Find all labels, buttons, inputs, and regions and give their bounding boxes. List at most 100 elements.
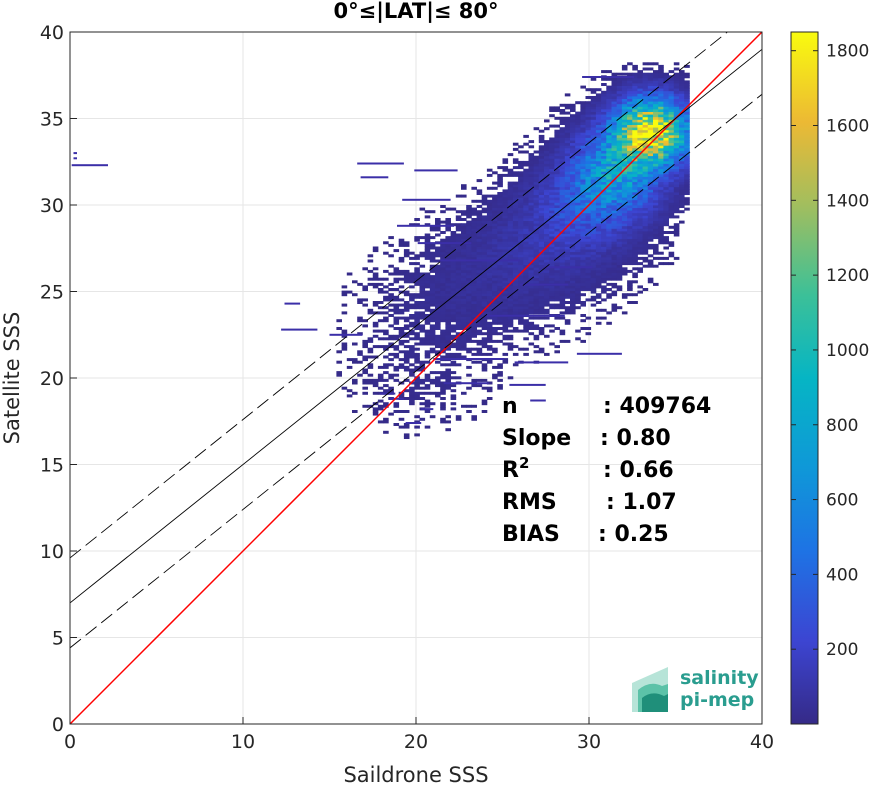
density-bin xyxy=(528,212,535,216)
density-bin xyxy=(414,347,420,351)
density-bin xyxy=(642,119,649,123)
density-bin xyxy=(476,212,483,216)
density-bin xyxy=(642,236,649,240)
density-bin xyxy=(590,90,597,94)
density-bin xyxy=(403,272,410,276)
density-bin xyxy=(637,103,643,107)
density-bin xyxy=(497,277,503,281)
density-bin xyxy=(461,210,467,214)
density-bin xyxy=(595,295,602,299)
density-bin xyxy=(590,275,597,279)
density-bin xyxy=(658,184,664,188)
density-bin xyxy=(575,181,581,185)
density-bin xyxy=(424,373,431,377)
density-bin xyxy=(684,85,690,89)
density-bin xyxy=(647,194,654,198)
density-bin xyxy=(658,160,664,164)
density-bin xyxy=(492,228,498,232)
density-bin xyxy=(658,96,664,99)
density-bin xyxy=(544,153,550,157)
density-bin xyxy=(486,186,493,190)
density-bin xyxy=(580,225,586,229)
density-bin xyxy=(512,186,519,190)
density-bin xyxy=(580,147,586,151)
density-bin xyxy=(570,238,576,242)
density-bin xyxy=(559,111,566,115)
density-bin xyxy=(632,101,638,105)
density-bin xyxy=(564,207,571,211)
density-bin xyxy=(445,249,451,253)
density-bin xyxy=(559,103,566,107)
density-bin xyxy=(642,72,649,76)
density-bin xyxy=(549,155,555,159)
density-bin xyxy=(518,197,524,201)
density-bin xyxy=(627,223,633,227)
density-bin xyxy=(538,160,545,164)
density-bin xyxy=(388,295,394,299)
density-bin xyxy=(440,308,446,312)
density-bin xyxy=(471,298,477,302)
density-bin xyxy=(502,249,509,253)
density-bin xyxy=(679,109,685,112)
density-bin xyxy=(668,202,675,206)
density-bin xyxy=(435,295,441,299)
density-bin xyxy=(538,155,545,159)
density-bin xyxy=(403,324,410,328)
density-bin xyxy=(538,153,545,157)
density-bin xyxy=(658,80,664,84)
density-bin xyxy=(523,347,529,351)
density-bin xyxy=(590,246,597,250)
density-bin xyxy=(606,259,612,263)
density-bin xyxy=(621,67,628,71)
density-bin xyxy=(383,298,389,302)
y-tick-label: 35 xyxy=(40,109,64,131)
density-bin xyxy=(559,212,566,216)
density-bin xyxy=(424,402,431,406)
density-bin xyxy=(502,267,509,271)
density-bin xyxy=(684,173,690,177)
density-bin xyxy=(684,171,690,175)
density-bin xyxy=(393,298,400,302)
density-bin xyxy=(611,142,618,146)
density-bin xyxy=(367,365,374,369)
density-bin xyxy=(632,140,638,144)
density-bin xyxy=(637,70,643,74)
density-bin xyxy=(481,363,488,367)
density-bin xyxy=(554,192,560,195)
density-bin xyxy=(668,176,675,180)
density-bin xyxy=(372,272,379,276)
density-bin xyxy=(559,301,566,304)
density-bin xyxy=(616,145,623,149)
density-bin xyxy=(559,184,566,188)
density-bin xyxy=(549,197,555,201)
density-bin xyxy=(668,189,675,193)
y-tick-label: 5 xyxy=(52,628,64,650)
density-bin xyxy=(445,295,451,299)
density-bin xyxy=(590,132,597,136)
density-bin xyxy=(637,199,643,203)
density-bin xyxy=(461,342,467,346)
density-bin xyxy=(538,288,545,291)
density-bin xyxy=(606,101,612,105)
density-bin xyxy=(507,256,514,260)
density-bin xyxy=(611,249,618,253)
density-bin xyxy=(554,254,560,258)
density-bin xyxy=(523,186,529,190)
density-bin xyxy=(564,254,571,258)
density-bin xyxy=(632,163,638,167)
density-bin xyxy=(616,249,623,253)
density-bin xyxy=(461,308,467,312)
density-bin xyxy=(544,166,550,170)
density-bin xyxy=(367,350,374,354)
density-bin xyxy=(658,93,664,97)
density-bin xyxy=(632,293,638,297)
density-bin xyxy=(533,179,540,183)
density-bin xyxy=(668,80,675,84)
density-bin xyxy=(611,160,618,164)
density-bin xyxy=(481,285,488,289)
density-bin xyxy=(616,88,623,92)
density-bin xyxy=(590,238,597,242)
density-bin xyxy=(512,267,519,271)
density-bin xyxy=(575,337,581,341)
density-bin xyxy=(642,210,649,214)
